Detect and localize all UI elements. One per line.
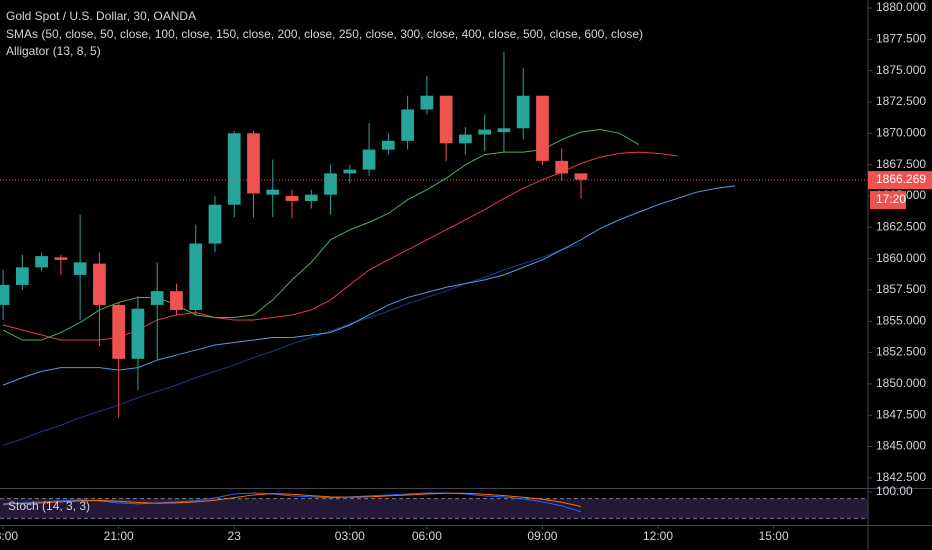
candle-body bbox=[35, 256, 48, 268]
indicator-line bbox=[2, 185, 736, 386]
candle-body bbox=[0, 284, 10, 305]
x-tick-label: 09:00 bbox=[527, 529, 557, 543]
candle-body bbox=[516, 95, 530, 129]
countdown-label: 17:20 bbox=[876, 192, 906, 206]
candle-body bbox=[170, 291, 183, 310]
stoch-tick-label: 100.00 bbox=[876, 484, 913, 498]
y-tick-label: 1880.000 bbox=[876, 0, 926, 14]
y-tick-label: 1875.000 bbox=[876, 63, 926, 77]
candle-body bbox=[112, 304, 126, 359]
candle-body bbox=[54, 257, 68, 260]
y-tick-label: 1870.000 bbox=[876, 125, 926, 139]
y-tick-label: 1852.500 bbox=[876, 345, 926, 359]
y-tick-label: 1842.500 bbox=[876, 470, 926, 484]
candle-body bbox=[247, 133, 260, 194]
legend: Gold Spot / U.S. Dollar, 30, OANDA SMAs … bbox=[6, 9, 643, 513]
x-tick-label: 12:00 bbox=[643, 529, 673, 543]
y-tick-label: 1847.500 bbox=[876, 407, 926, 421]
y-tick-label: 1857.500 bbox=[876, 282, 926, 296]
candle-body bbox=[285, 195, 299, 201]
y-tick-label: 1860.000 bbox=[876, 251, 926, 265]
candle-body bbox=[478, 129, 492, 135]
y-tick-label: 1845.000 bbox=[876, 439, 926, 453]
y-tick-label: 1867.500 bbox=[876, 157, 926, 171]
candle-body bbox=[497, 128, 511, 133]
candle-body bbox=[362, 149, 376, 170]
candle-body bbox=[555, 160, 569, 174]
candle-body bbox=[420, 95, 434, 110]
candle-body bbox=[574, 173, 588, 180]
candle-body bbox=[381, 140, 395, 150]
y-tick-label: 1877.500 bbox=[876, 32, 926, 46]
last-price-box bbox=[868, 171, 932, 190]
candle-body bbox=[439, 95, 453, 144]
countdown-box bbox=[870, 191, 906, 210]
candle-body bbox=[208, 204, 222, 244]
main-pane bbox=[0, 51, 868, 446]
candle-body bbox=[536, 95, 549, 161]
candle-body bbox=[401, 109, 414, 141]
candle-body bbox=[227, 133, 241, 205]
x-tick-label: 15:00 bbox=[759, 529, 789, 543]
x-tick-label: 06:00 bbox=[412, 529, 442, 543]
y-tick-label: 1862.500 bbox=[876, 219, 926, 233]
x-tick-label: 18:00 bbox=[0, 529, 18, 543]
last-price-label: 1866.269 bbox=[876, 172, 926, 186]
stoch-band bbox=[0, 498, 868, 519]
stoch-pane bbox=[0, 492, 868, 519]
candle-body bbox=[15, 267, 29, 285]
candle-body bbox=[324, 173, 337, 195]
candle-body bbox=[459, 134, 472, 144]
candle-body bbox=[189, 243, 203, 310]
y-tick-label: 1872.500 bbox=[876, 94, 926, 108]
chart-title: Gold Spot / U.S. Dollar, 30, OANDA bbox=[6, 9, 196, 23]
candle-body bbox=[93, 263, 106, 305]
indicator-line bbox=[2, 243, 582, 446]
y-tick-label: 1850.000 bbox=[876, 376, 926, 390]
indicator-label: SMAs (50, close, 50, close, 100, close, … bbox=[6, 27, 643, 41]
candle-body bbox=[304, 194, 318, 201]
candle-body bbox=[343, 169, 357, 174]
x-tick-label: 21:00 bbox=[104, 529, 134, 543]
candle-body bbox=[73, 262, 87, 275]
indicator-label: Alligator (13, 8, 5) bbox=[6, 44, 101, 58]
y-tick-label: 1855.000 bbox=[876, 313, 926, 327]
x-tick-label: 03:00 bbox=[335, 529, 365, 543]
indicator-line bbox=[2, 129, 640, 341]
candle-body bbox=[131, 308, 145, 359]
x-tick-label: 23 bbox=[228, 529, 242, 543]
candle-body bbox=[266, 189, 280, 195]
stoch-line bbox=[3, 492, 582, 507]
stoch-label: Stoch (14, 3, 3) bbox=[8, 499, 90, 513]
candle-body bbox=[150, 291, 164, 305]
